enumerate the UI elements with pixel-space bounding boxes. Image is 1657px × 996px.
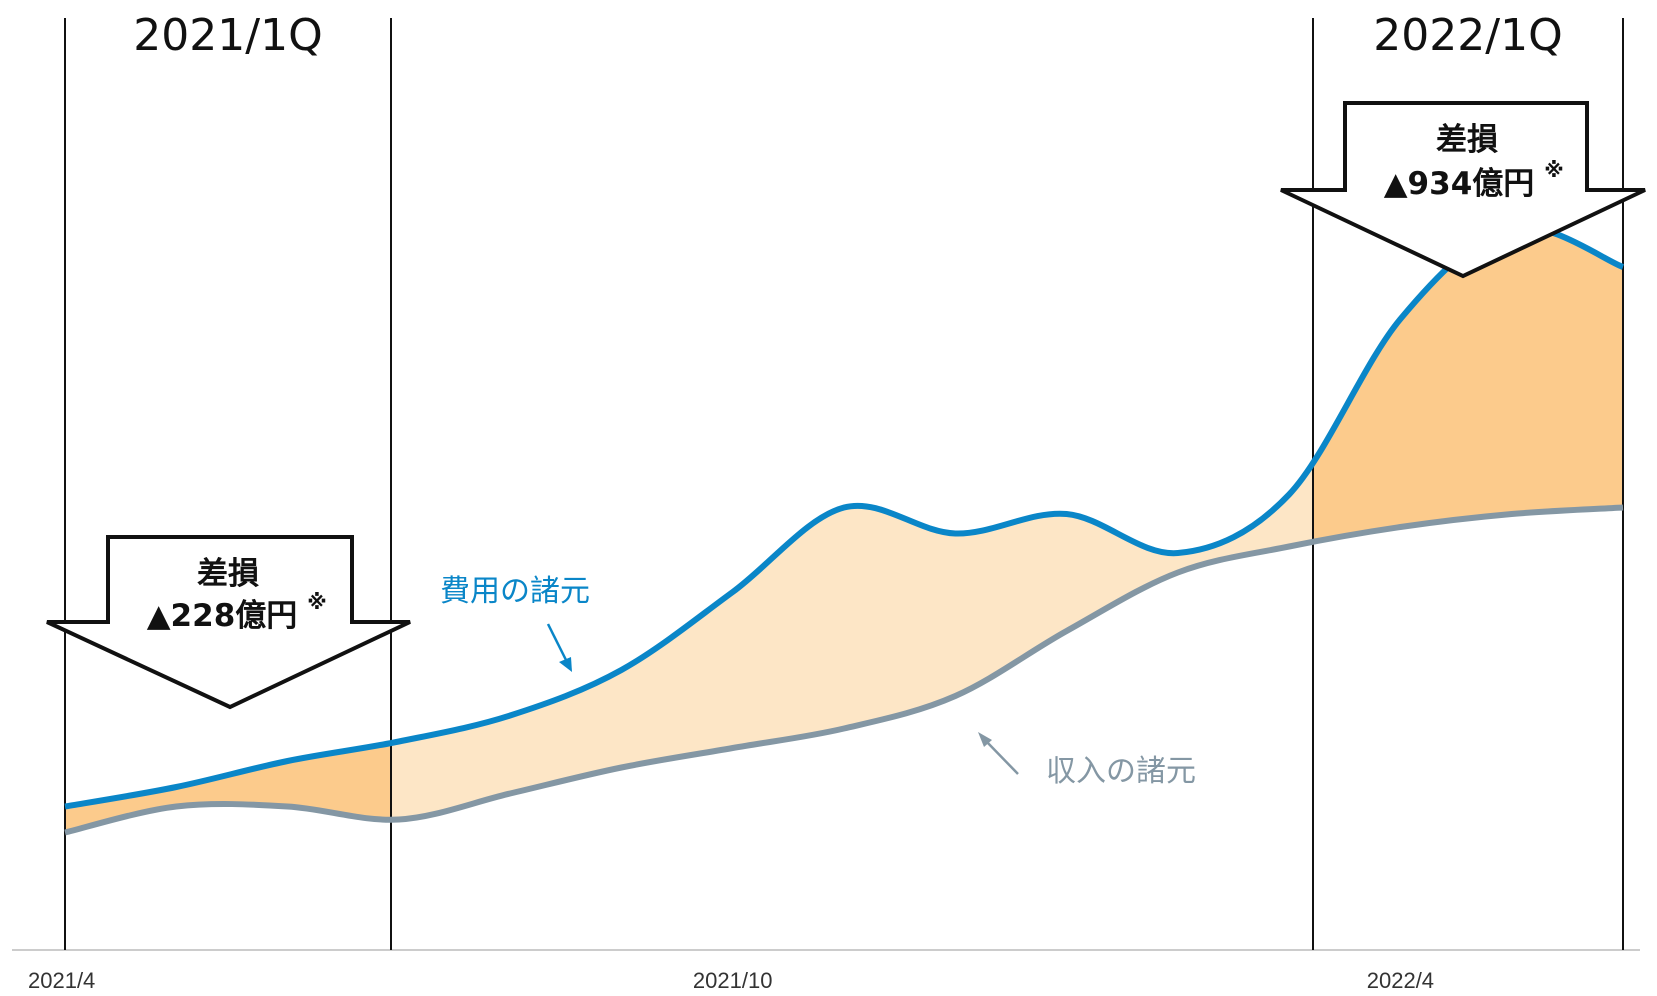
gap-area — [65, 226, 1623, 833]
x-tick-label: 2022/4 — [1367, 968, 1434, 993]
callout-value: ▲228億円 — [147, 598, 298, 634]
x-tick-label: 2021/10 — [693, 968, 773, 993]
callout-mark: ※ — [1544, 158, 1563, 182]
gap-area-2022-1q — [1313, 226, 1623, 542]
callout-label: 差損 — [197, 556, 259, 592]
down-arrow-icon — [46, 535, 411, 710]
period-bounds — [64, 18, 1624, 950]
series-lines — [64, 223, 1625, 836]
pointer-arrow-expense — [546, 623, 570, 665]
series-line-income — [64, 504, 1624, 836]
series-label-expense: 費用の諸元 — [440, 574, 590, 609]
period-label-2022-1q: 2022/1Q — [1373, 10, 1562, 61]
down-arrow-icon — [1280, 101, 1646, 279]
loss-callout-2021-1q: 差損 ▲228億円 ※ — [46, 535, 411, 710]
callout-mark: ※ — [307, 590, 326, 614]
income-series-label: 収入の諸元 — [978, 732, 1196, 789]
callout-value: ▲934億円 — [1384, 166, 1535, 202]
series-label-income: 収入の諸元 — [1046, 754, 1196, 789]
period-label-2021-1q: 2021/1Q — [133, 10, 322, 61]
callout-label: 差損 — [1436, 122, 1498, 158]
series-line-expense — [64, 223, 1625, 810]
expense-series-label: 費用の諸元 — [440, 574, 590, 672]
x-tick-label: 2021/4 — [28, 968, 95, 993]
arrowhead-icon — [559, 657, 572, 672]
pointer-arrow-income — [984, 739, 1019, 775]
x-tick-labels: 2021/4 2021/10 2022/4 — [28, 968, 1434, 993]
arrowhead-icon — [978, 732, 992, 747]
loss-callout-2022-1q: 差損 ▲934億円 ※ — [1280, 101, 1646, 279]
